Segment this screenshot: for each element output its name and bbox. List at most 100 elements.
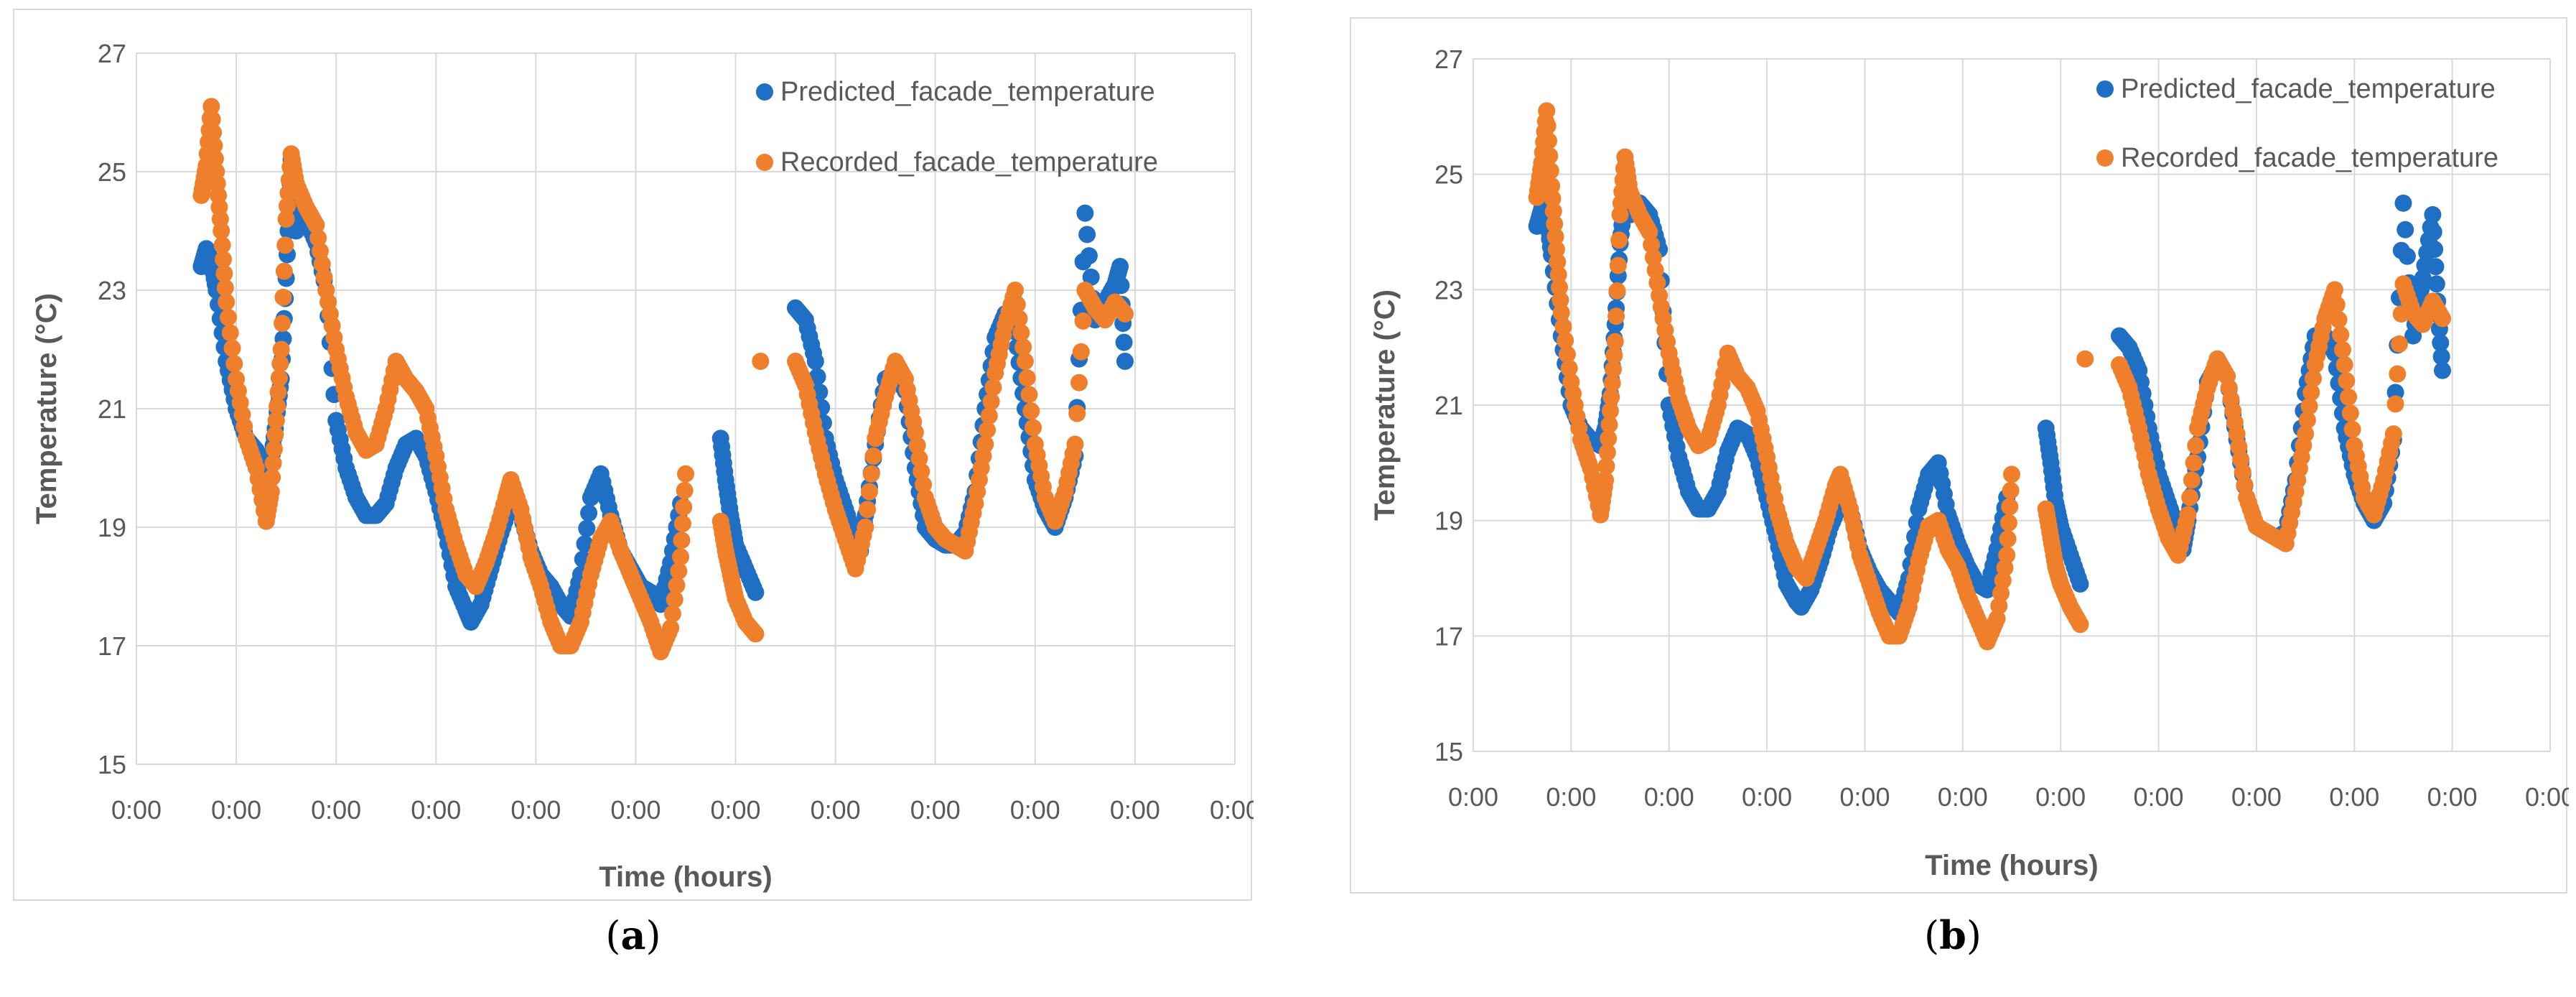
data-point [311,242,329,260]
data-point [267,412,285,430]
data-point [2228,425,2246,443]
data-point [2397,221,2414,238]
data-point [1549,253,1567,271]
x-tick-label: 0:00 [1644,782,1694,812]
data-point [747,583,765,601]
data-point [662,619,680,637]
data-point [747,625,765,643]
data-point [979,421,997,439]
data-point [808,368,826,386]
data-point [1541,162,1559,180]
data-point [2298,411,2316,429]
x-tick-label: 0:00 [2427,782,2478,812]
x-tick-label: 0:00 [2329,782,2379,812]
data-point [264,454,282,472]
data-point [2076,350,2094,368]
data-point [862,465,880,483]
data-point [2425,223,2442,241]
x-tick-label: 0:00 [2525,782,2569,812]
series-recorded [192,98,1134,661]
legend-label: Predicted_facade_temperature [2121,74,2496,104]
y-tick-label: 15 [1434,737,1463,766]
data-point [673,515,691,533]
data-point [2234,463,2251,481]
data-point [1597,471,1615,489]
x-tick-label: 0:00 [1742,782,1792,812]
data-point [580,504,598,522]
data-point [213,236,231,254]
data-point [2230,437,2248,455]
legend-label: Recorded_facade_temperature [780,147,1158,177]
data-point [1546,228,1564,246]
data-point [2232,450,2250,468]
data-point [1551,291,1569,309]
data-point [663,605,681,623]
data-point [2384,425,2402,443]
data-point [269,397,286,415]
data-point [668,576,686,594]
data-point [908,437,926,455]
y-tick-label: 17 [98,631,126,661]
data-point [272,340,290,358]
data-point [2236,476,2254,493]
data-point [859,501,877,519]
data-point [2002,481,2020,499]
data-point [218,293,235,311]
data-point [984,379,1002,397]
data-point [1546,215,1564,233]
x-tick-label: 0:00 [411,795,461,825]
data-point [672,548,690,566]
data-point [2183,471,2201,489]
y-tick-label: 27 [1434,45,1463,74]
data-point [2394,194,2412,212]
legend-label: Predicted_facade_temperature [780,77,1155,107]
data-point [2297,425,2315,443]
data-point [1070,374,1088,391]
data-point [1648,274,1666,292]
data-point [1643,236,1661,254]
data-point [1608,282,1626,300]
data-point [1547,241,1565,259]
data-point [1605,361,1622,379]
data-point [2185,454,2203,472]
data-point [2386,395,2404,413]
data-point [2071,616,2089,634]
data-point [1066,435,1084,453]
y-tick-label: 23 [98,276,126,305]
caption-b-close: ) [1966,913,1982,958]
data-point [1607,307,1625,325]
data-point [666,590,683,608]
y-tick-label: 21 [98,394,126,424]
y-tick-label: 19 [1434,506,1463,536]
scatter-chart-b: 15 17 19 21 23 25 27 0:00 0:00 0:00 0:00 0:00 0:00 0:… [1369,45,2569,881]
x-tick-label: 0:00 [1546,782,1596,812]
caption-a-close: ) [645,913,661,958]
data-point [976,435,994,453]
y-tick-label: 23 [1434,275,1463,305]
data-point [1609,256,1627,274]
data-point [806,353,824,370]
data-point [313,255,331,273]
data-point [1539,117,1557,135]
data-point [1601,402,1619,420]
data-point [980,407,998,425]
data-point [982,393,1000,411]
data-point [752,353,770,370]
y-tick-label: 19 [98,513,126,542]
data-point [266,426,284,444]
data-point [578,519,596,537]
data-point [215,264,233,282]
data-point [910,450,928,468]
data-point [2427,258,2445,276]
x-tick-label: 0:00 [811,795,861,825]
data-point [864,448,882,465]
series-recorded [1528,102,2451,651]
data-point [1022,402,1040,420]
data-point [1008,295,1026,313]
x-tick-label: 0:00 [311,795,361,825]
data-point [576,535,594,553]
data-point [2333,340,2351,358]
data-point [1007,282,1024,299]
x-axis-label: Time (hours) [1925,850,2099,881]
data-point [1538,102,1556,120]
